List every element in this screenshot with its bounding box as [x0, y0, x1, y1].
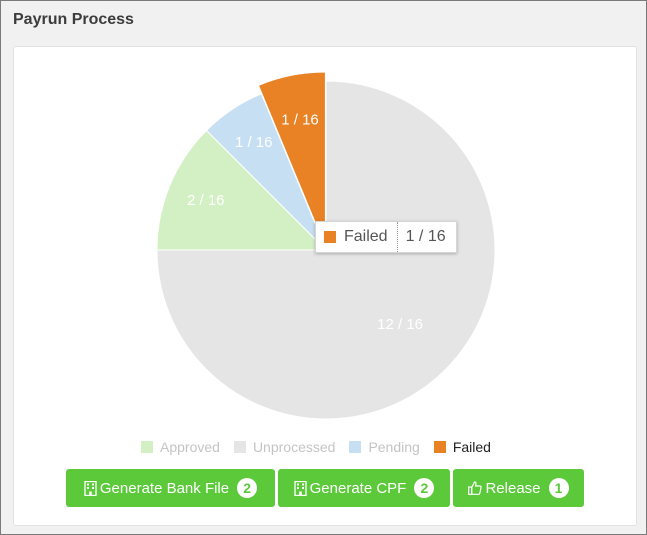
- legend-label: Failed: [452, 439, 491, 455]
- legend-swatch: [141, 441, 153, 453]
- generate-cpf-button[interactable]: Generate CPF 2: [278, 469, 450, 507]
- building-icon: [84, 480, 97, 496]
- count-badge: 2: [237, 478, 258, 498]
- pie-slice-pending[interactable]: [205, 93, 327, 251]
- legend-label: Approved: [160, 439, 220, 455]
- pie-chart: 12 / 16 2 / 16 1 / 16 1 / 16: [156, 71, 496, 420]
- tooltip-series-name: Failed: [344, 228, 388, 245]
- legend-swatch: [233, 441, 246, 453]
- button-label: Generate CPF: [309, 479, 407, 497]
- legend-swatch: [433, 441, 446, 453]
- legend-item-unprocessed[interactable]: Unprocessed: [233, 439, 336, 455]
- pie-slice-approved[interactable]: [156, 129, 328, 251]
- chart-tooltip: Failed 1 / 16: [315, 221, 457, 253]
- tooltip-swatch: [324, 231, 336, 243]
- slice-label-pending: 1 / 16: [235, 134, 273, 151]
- legend-label: Pending: [368, 439, 420, 455]
- button-label: Generate Bank File: [99, 479, 230, 497]
- building-icon: [293, 480, 307, 496]
- legend-item-approved[interactable]: Approved: [141, 439, 220, 455]
- button-label: Release: [485, 479, 541, 497]
- count-badge: 1: [548, 478, 569, 498]
- count-badge: 2: [414, 478, 435, 498]
- release-button[interactable]: Release 1: [453, 469, 584, 507]
- legend-item-failed[interactable]: Failed: [433, 439, 491, 455]
- legend-item-pending[interactable]: Pending: [349, 439, 420, 455]
- chart-card: 12 / 16 2 / 16 1 / 16 1 / 16 Failed 1 / 16 …: [13, 46, 637, 526]
- pie-slice-unprocessed[interactable]: [156, 80, 496, 420]
- panel-title: Payrun Process: [13, 11, 134, 28]
- slice-label-approved: 2 / 16: [187, 192, 225, 209]
- legend-swatch: [349, 441, 362, 453]
- legend-label: Unprocessed: [252, 439, 336, 455]
- chart-legend: Approved Unprocessed Pending Failed: [141, 439, 491, 455]
- tooltip-separator: [396, 222, 398, 252]
- pie-slice-failed[interactable]: [257, 71, 326, 248]
- tooltip-value: 1 / 16: [405, 228, 446, 245]
- thumbs-up-icon: [468, 481, 483, 495]
- slice-label-failed: 1 / 16: [281, 111, 319, 128]
- generate-bank-file-button[interactable]: Generate Bank File 2: [66, 469, 275, 507]
- slice-label-unprocessed: 12 / 16: [377, 316, 423, 333]
